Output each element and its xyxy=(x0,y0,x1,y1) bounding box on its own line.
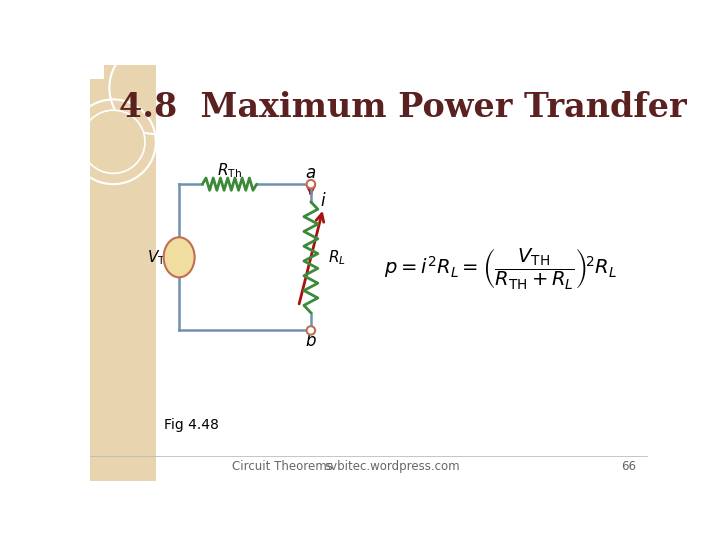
Text: Circuit Theorems: Circuit Theorems xyxy=(232,460,333,473)
Text: $R_{L}$: $R_{L}$ xyxy=(328,248,346,267)
Circle shape xyxy=(307,326,315,335)
Text: $p = i^2 R_L = \left(\dfrac{V_{\mathrm{TH}}}{R_{\mathrm{TH}} + R_L}\right)^{\!2}: $p = i^2 R_L = \left(\dfrac{V_{\mathrm{T… xyxy=(384,246,617,292)
Text: Fig 4.48: Fig 4.48 xyxy=(163,418,218,432)
Circle shape xyxy=(307,180,315,188)
Text: 66: 66 xyxy=(621,460,636,473)
FancyBboxPatch shape xyxy=(90,65,156,481)
Text: $a$: $a$ xyxy=(305,164,316,183)
Text: −: − xyxy=(172,254,186,273)
Circle shape xyxy=(81,110,145,174)
Text: $b$: $b$ xyxy=(305,332,317,350)
FancyBboxPatch shape xyxy=(90,384,156,481)
Text: $R_{\mathrm{Th}}$: $R_{\mathrm{Th}}$ xyxy=(217,161,242,180)
Text: $V_{\mathrm{Th}}$: $V_{\mathrm{Th}}$ xyxy=(147,248,171,267)
Ellipse shape xyxy=(163,237,194,278)
FancyBboxPatch shape xyxy=(90,65,104,79)
Text: +: + xyxy=(174,246,185,260)
Text: $i$: $i$ xyxy=(320,192,327,210)
Text: 4.8  Maximum Power Trandfer: 4.8 Maximum Power Trandfer xyxy=(120,91,687,124)
Text: svbitec.wordpress.com: svbitec.wordpress.com xyxy=(325,460,460,473)
